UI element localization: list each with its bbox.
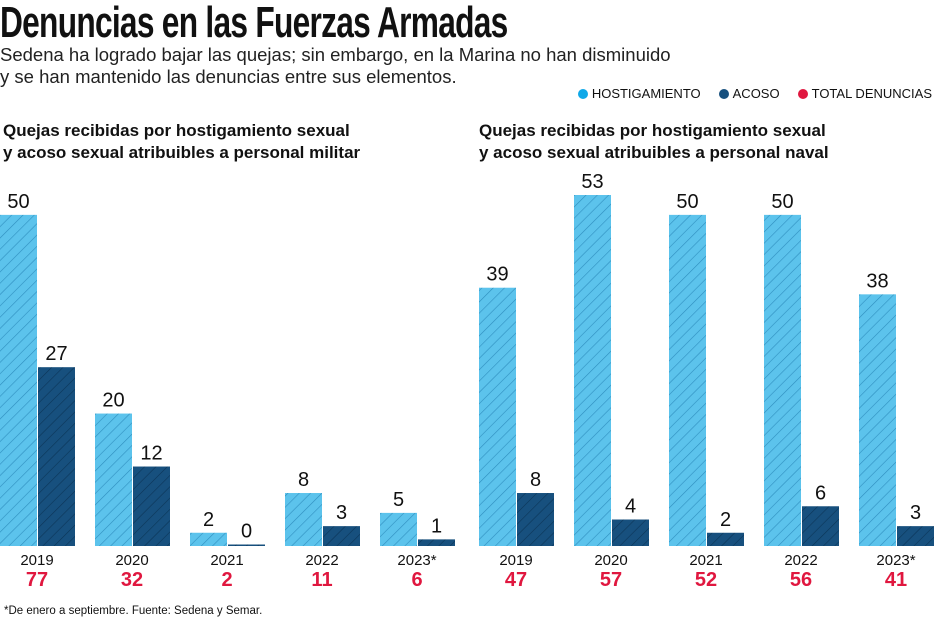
bar-value-label: 1 [431, 515, 442, 537]
total-label: 52 [695, 569, 717, 591]
bar-value-label: 27 [45, 343, 67, 365]
total-label: 41 [885, 569, 907, 591]
chart-title-line: y acoso sexual atribuibles a personal mi… [3, 143, 361, 162]
legend-item-total: TOTAL DENUNCIAS [797, 86, 932, 101]
bar-value-label: 5 [393, 489, 404, 511]
total-label: 47 [505, 569, 527, 591]
bar-value-label: 50 [676, 191, 698, 213]
bar-hostigamiento [859, 294, 896, 546]
bar-acoso [228, 544, 265, 546]
bar-value-label: 38 [866, 270, 888, 292]
bar-acoso [612, 519, 649, 546]
legend-dot-icon [577, 88, 588, 99]
bar-value-label: 12 [140, 443, 162, 465]
chart-title-line: y acoso sexual atribuibles a personal na… [479, 143, 829, 162]
chart-title-line: Quejas recibidas por hostigamiento sexua… [3, 121, 350, 140]
legend-label: HOSTIGAMIENTO [591, 86, 701, 101]
year-label: 2019 [499, 552, 532, 569]
bar-hostigamiento [764, 214, 801, 546]
chart-title-naval: Quejas recibidas por hostigamiento sexua… [479, 120, 829, 164]
legend-item-hostigamiento: HOSTIGAMIENTO [577, 86, 701, 101]
bar-acoso [133, 466, 170, 546]
bar-value-label: 53 [581, 171, 603, 193]
year-label: 2020 [115, 552, 148, 569]
year-label: 2022 [784, 552, 817, 569]
bar-acoso [38, 367, 75, 546]
bar-hostigamiento [669, 214, 706, 546]
bar-value-label: 4 [625, 496, 636, 518]
subtitle-line-1: Sedena ha logrado bajar las quejas; sin … [0, 44, 671, 65]
bar-value-label: 2 [203, 509, 214, 531]
chart-title-line: Quejas recibidas por hostigamiento sexua… [479, 121, 826, 140]
total-label: 6 [411, 569, 422, 591]
year-label: 2023* [876, 552, 915, 569]
bar-hostigamiento [479, 287, 516, 546]
bar-value-label: 50 [771, 191, 793, 213]
legend-dot-icon [797, 88, 808, 99]
legend: HOSTIGAMIENTO ACOSO TOTAL DENUNCIAS [577, 86, 932, 101]
bar-acoso [323, 526, 360, 546]
bar-value-label: 3 [910, 502, 921, 524]
bar-hostigamiento [190, 532, 227, 546]
bar-acoso [418, 539, 455, 546]
bar-acoso [517, 493, 554, 546]
total-label: 77 [26, 569, 48, 591]
legend-label: ACOSO [732, 86, 780, 101]
bar-hostigamiento [285, 493, 322, 546]
year-label: 2019 [20, 552, 53, 569]
chart-title-militar: Quejas recibidas por hostigamiento sexua… [3, 120, 360, 164]
bar-acoso [897, 526, 934, 546]
bar-value-label: 50 [7, 191, 29, 213]
year-label: 2023* [397, 552, 436, 569]
bar-value-label: 6 [815, 482, 826, 504]
bar-acoso [707, 532, 744, 546]
bar-acoso [802, 506, 839, 546]
year-label: 2021 [689, 552, 722, 569]
legend-dot-icon [718, 88, 729, 99]
footnote: *De enero a septiembre. Fuente: Sedena y… [4, 605, 263, 617]
bar-value-label: 8 [530, 469, 541, 491]
page-title: Denuncias en las Fuerzas Armadas [0, 0, 508, 47]
year-label: 2021 [210, 552, 243, 569]
bar-hostigamiento [574, 195, 611, 546]
bar-value-label: 2 [720, 509, 731, 531]
year-label: 2022 [305, 552, 338, 569]
legend-item-acoso: ACOSO [718, 86, 780, 101]
bar-value-label: 39 [486, 264, 508, 286]
bar-value-label: 20 [102, 390, 124, 412]
subtitle-line-2: y se han mantenido las denuncias entre s… [0, 66, 457, 87]
bar-value-label: 0 [241, 521, 252, 543]
total-label: 32 [121, 569, 143, 591]
bar-hostigamiento [380, 512, 417, 546]
year-label: 2020 [594, 552, 627, 569]
legend-label: TOTAL DENUNCIAS [811, 86, 932, 101]
total-label: 2 [221, 569, 232, 591]
total-label: 56 [790, 569, 812, 591]
bar-hostigamiento [0, 214, 37, 546]
total-label: 11 [311, 569, 332, 591]
bar-hostigamiento [95, 413, 132, 546]
bar-value-label: 3 [336, 502, 347, 524]
total-label: 57 [600, 569, 622, 591]
bar-value-label: 8 [298, 469, 309, 491]
